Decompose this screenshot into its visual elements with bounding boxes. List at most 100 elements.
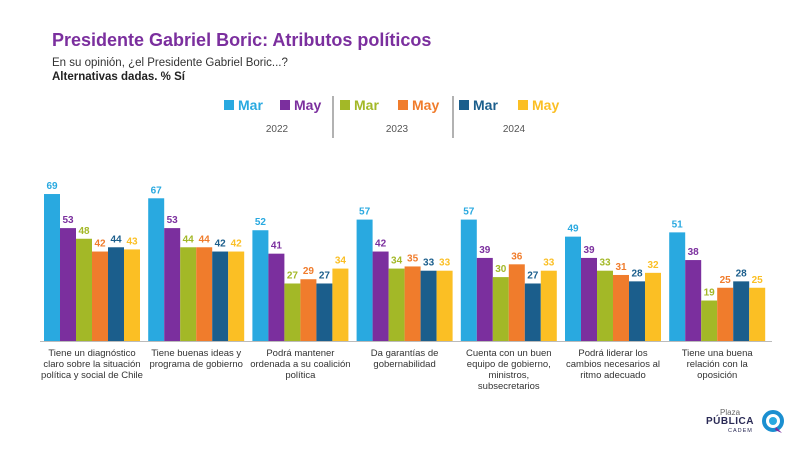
legend-year-2: 2024 [503, 124, 526, 135]
bar-4-2 [492, 277, 509, 341]
speech-bubble-icon [762, 410, 784, 433]
category-label-line: equipo de gobierno, [467, 359, 551, 370]
data-label-0-3: 42 [94, 239, 106, 250]
data-label-4-3: 36 [511, 251, 523, 262]
bar-0-2 [76, 238, 92, 341]
chart-note: Alternativas dadas. % Sí [52, 71, 185, 83]
data-label-5-0: 49 [567, 224, 579, 235]
data-label-0-4: 44 [110, 234, 122, 245]
category-label-5: Podrá liderar los cambios necesarios al ri… [566, 348, 660, 381]
data-label-3-5: 33 [439, 258, 451, 269]
plaza-publica-logo: Plaza PÚBLICA CADEM [706, 408, 784, 436]
data-label-1-0: 67 [151, 185, 163, 196]
bar-3-2 [388, 268, 405, 341]
data-label-1-2: 44 [183, 234, 195, 245]
data-label-5-3: 31 [615, 262, 627, 273]
bar-1-0 [148, 198, 165, 341]
bar-3-3 [404, 266, 421, 341]
data-label-6-0: 51 [672, 219, 684, 230]
legend-swatch-0 [224, 100, 234, 110]
bar-1-5 [228, 251, 245, 341]
data-label-1-3: 44 [199, 234, 211, 245]
data-label-3-2: 34 [391, 256, 403, 267]
bar-1-2 [180, 247, 197, 341]
data-label-5-4: 28 [631, 268, 643, 279]
data-label-1-4: 42 [215, 239, 227, 250]
bar-4-5 [540, 270, 557, 341]
category-label-line: Tiene una buena [682, 348, 754, 359]
category-label-line: Cuenta con un buen [466, 348, 552, 359]
legend-swatch-1 [280, 100, 290, 110]
data-label-2-0: 52 [255, 217, 267, 228]
bar-4-3 [508, 264, 525, 341]
data-label-4-5: 33 [543, 258, 555, 269]
logo-text-plaza: Plaza [720, 408, 741, 417]
data-label-5-5: 32 [647, 260, 659, 271]
data-label-5-2: 33 [599, 258, 611, 269]
category-label-line: cambios necesarios al [566, 359, 660, 370]
data-label-0-1: 53 [62, 215, 74, 226]
category-label-line: ordenada a su coalición [250, 359, 350, 370]
bar-4-1 [476, 257, 493, 341]
legend-label-1: May [294, 97, 321, 113]
data-label-6-4: 28 [736, 268, 748, 279]
category-label-1: Tiene buenas ideas y programa de gobierno [149, 348, 242, 370]
bar-3-5 [436, 270, 453, 341]
bar-6-5 [749, 287, 766, 341]
bar-0-1 [60, 228, 76, 341]
bar-3-1 [372, 251, 389, 341]
category-label-line: ministros, [488, 370, 529, 381]
category-label-line: ritmo adecuado [580, 370, 645, 381]
bar-0-5 [124, 249, 140, 341]
chart-subtitle: En su opinión, ¿el Presidente Gabriel Bo… [52, 57, 288, 69]
bar-5-4 [629, 281, 645, 341]
bar-6-4 [733, 281, 750, 341]
category-label-line: Tiene un diagnóstico [48, 348, 135, 359]
category-label-line: Podrá liderar los [578, 348, 647, 359]
data-label-2-3: 29 [303, 266, 315, 277]
bar-5-1 [581, 257, 597, 341]
bar-0-0 [44, 194, 60, 341]
data-label-2-2: 27 [287, 270, 299, 281]
data-label-3-3: 35 [407, 253, 419, 264]
category-label-line: política [285, 370, 316, 381]
legend-label-2: Mar [354, 97, 379, 113]
data-label-6-5: 25 [752, 275, 764, 286]
data-label-6-3: 25 [720, 275, 732, 286]
legend-swatch-2 [340, 100, 350, 110]
bar-5-0 [565, 236, 581, 341]
bar-2-2 [284, 283, 301, 341]
data-label-4-4: 27 [527, 270, 539, 281]
legend-label-5: May [532, 97, 559, 113]
bar-6-3 [717, 287, 734, 341]
bar-5-2 [597, 270, 613, 341]
data-label-6-1: 38 [688, 247, 700, 258]
category-label-3: Da garantías de gobernabilidad [371, 348, 439, 370]
data-label-0-2: 48 [78, 226, 90, 237]
data-label-4-0: 57 [463, 207, 475, 218]
data-label-1-1: 53 [167, 215, 179, 226]
bar-6-2 [701, 300, 718, 341]
bar-6-0 [669, 232, 686, 341]
chart-title: Presidente Gabriel Boric: Atributos polí… [52, 30, 432, 50]
data-label-3-0: 57 [359, 207, 371, 218]
data-label-2-5: 34 [335, 256, 347, 267]
category-label-line: subsecretarios [478, 381, 540, 392]
category-label-line: oposición [697, 370, 737, 381]
bar-5-3 [613, 274, 629, 341]
bar-2-1 [268, 253, 285, 341]
data-label-6-2: 19 [704, 288, 716, 299]
data-label-2-1: 41 [271, 241, 283, 252]
category-label-0: Tiene un diagnóstico claro sobre la situa… [41, 348, 143, 381]
category-label-line: Podrá mantener [266, 348, 334, 359]
bar-4-0 [460, 219, 477, 341]
bar-2-5 [332, 268, 349, 341]
bar-1-1 [164, 228, 181, 341]
bar-3-0 [356, 219, 373, 341]
category-label-4: Cuenta con un buen equipo de gobierno, min… [466, 348, 552, 392]
bar-1-4 [212, 251, 229, 341]
data-label-3-1: 42 [375, 239, 387, 250]
bar-6-1 [685, 260, 702, 341]
category-label-6: Tiene una buena relación con la oposición [682, 348, 754, 381]
